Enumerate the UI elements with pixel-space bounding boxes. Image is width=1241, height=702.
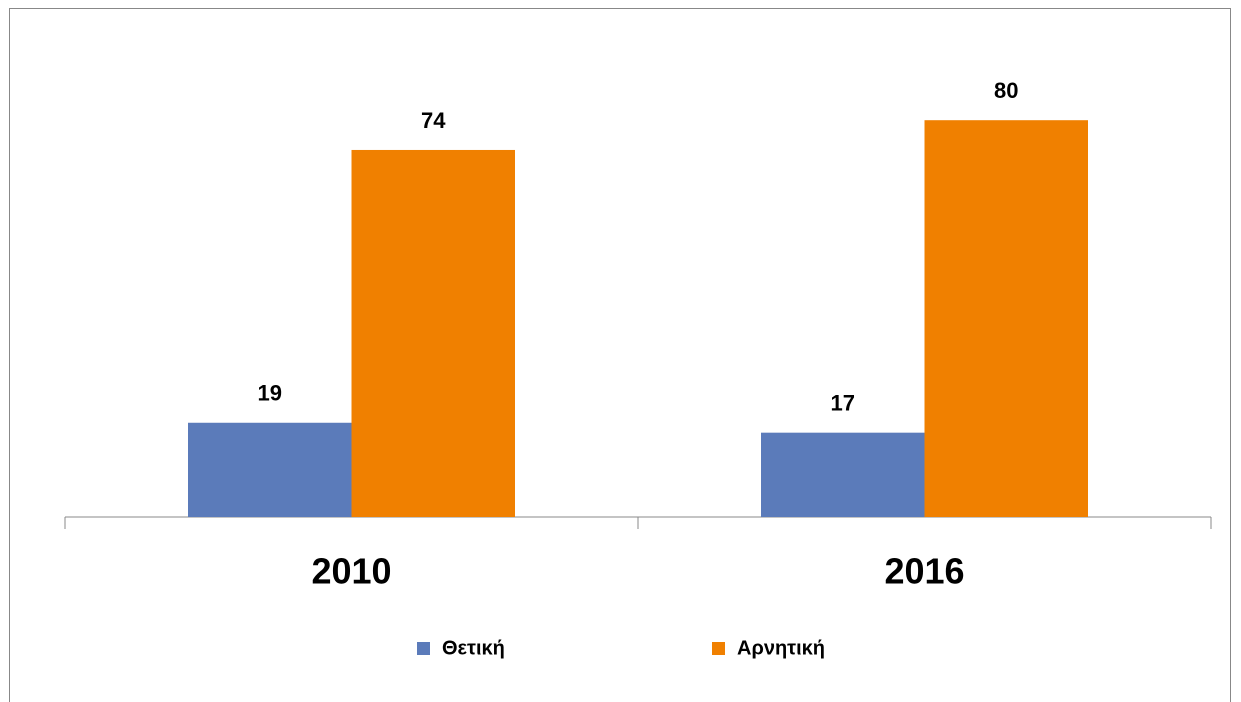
legend-label: Θετική (442, 637, 505, 659)
data-label: 19 (258, 381, 282, 406)
data-label: 80 (994, 78, 1018, 103)
x-tick-label: 2016 (884, 551, 964, 592)
bar (924, 120, 1088, 517)
legend-swatch (712, 642, 725, 655)
x-tick-label: 2010 (311, 551, 391, 592)
bar (351, 149, 515, 517)
data-label: 17 (831, 390, 855, 415)
legend-swatch (417, 642, 430, 655)
bar (188, 422, 352, 517)
bar (761, 432, 925, 517)
data-label: 74 (421, 108, 446, 133)
legend-label: Αρνητική (737, 637, 825, 659)
